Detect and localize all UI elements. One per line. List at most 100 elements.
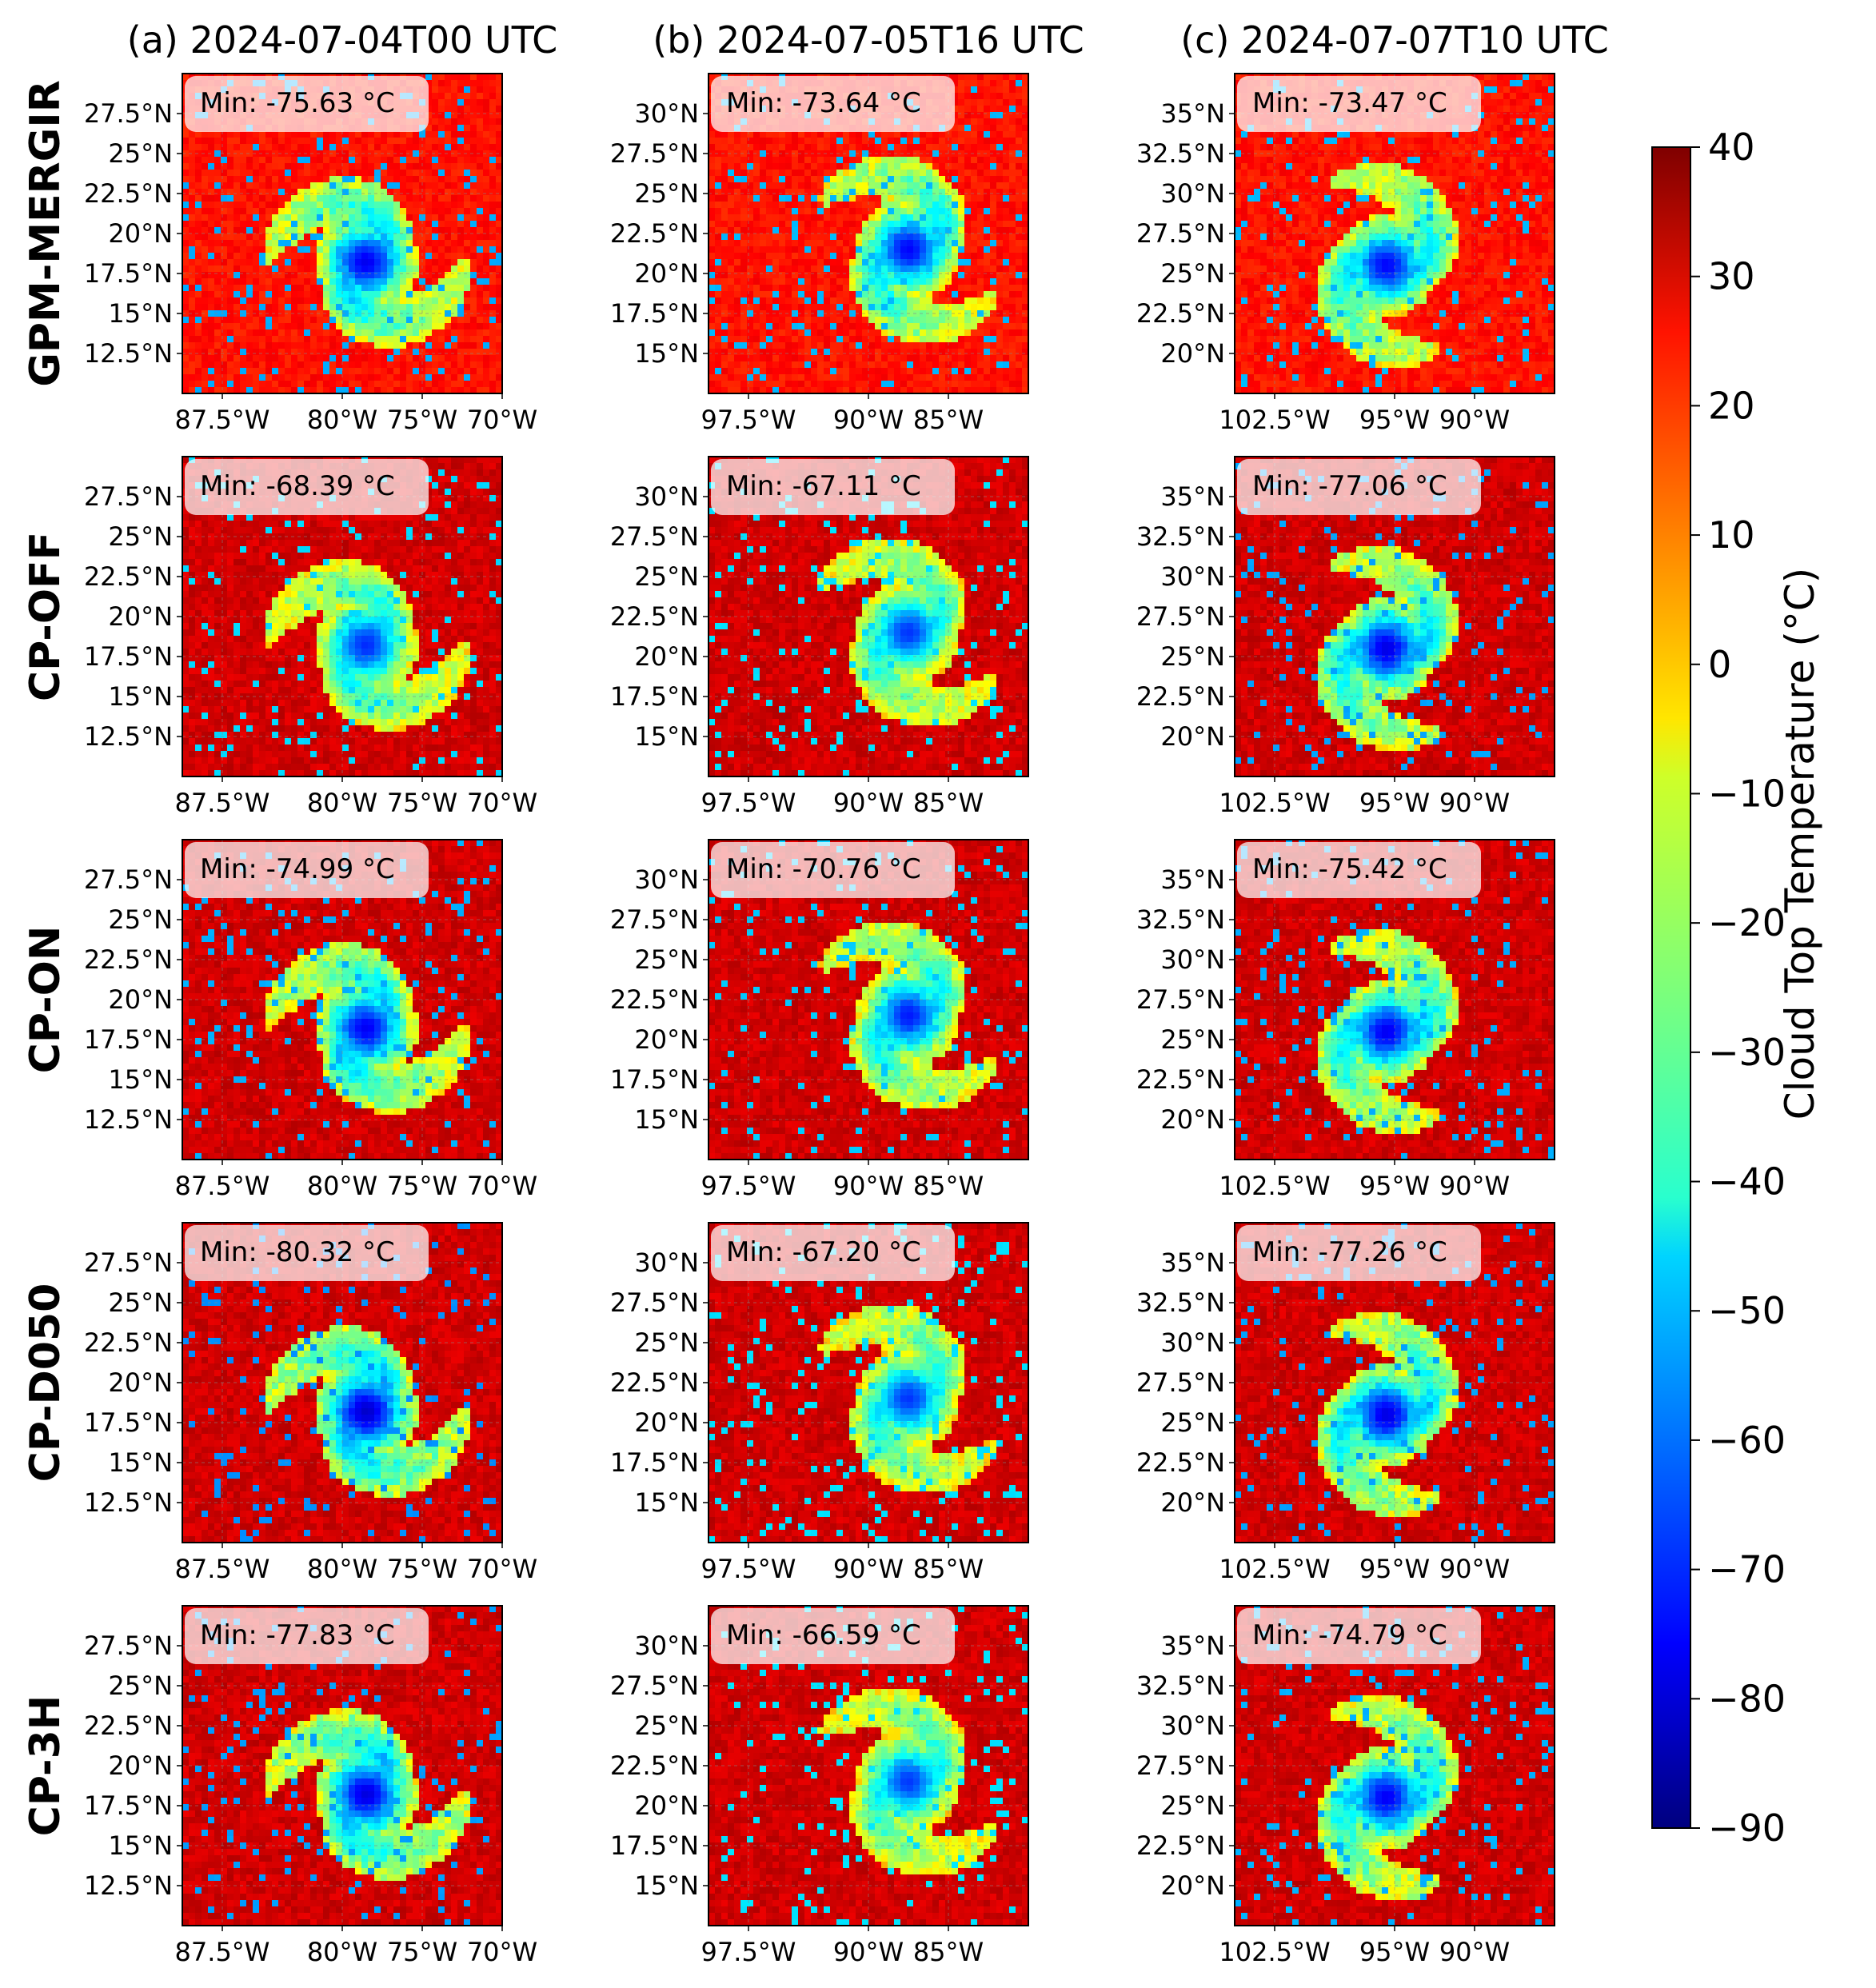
heatmap-cell: [715, 138, 722, 145]
heatmap-cell: [240, 240, 247, 247]
heatmap-cell: [419, 150, 426, 158]
heatmap-cell: [285, 297, 292, 305]
heatmap-cell: [1016, 86, 1023, 94]
heatmap-cell: [246, 189, 253, 196]
heatmap-cell: [349, 361, 356, 369]
heatmap-cell: [888, 304, 895, 311]
heatmap-cell: [413, 138, 420, 145]
heatmap-cell: [182, 323, 190, 330]
heatmap-cell: [984, 304, 991, 311]
heatmap-cell: [785, 163, 792, 170]
heatmap-cell: [483, 317, 490, 324]
heatmap-cell: [747, 336, 754, 343]
heatmap-cell: [214, 361, 222, 369]
heatmap-cell: [374, 297, 381, 305]
heatmap-cell: [310, 355, 317, 362]
heatmap-cell: [355, 310, 362, 317]
heatmap-cell: [907, 259, 914, 266]
heatmap-cell: [708, 317, 716, 324]
heatmap-cell: [708, 285, 716, 292]
heatmap-cell: [715, 297, 722, 305]
heatmap-cell: [715, 189, 722, 196]
heatmap-cell: [932, 240, 940, 247]
heatmap-cell: [272, 304, 279, 311]
heatmap-cell: [990, 278, 997, 285]
heatmap-cell: [425, 189, 433, 196]
heatmap-cell: [952, 93, 959, 100]
heatmap-cell: [824, 310, 831, 317]
heatmap-cell: [715, 150, 722, 158]
heatmap-cell: [907, 189, 914, 196]
heatmap-cell: [990, 323, 997, 330]
heatmap-cell: [804, 138, 812, 145]
heatmap-cell: [214, 227, 222, 234]
heatmap-cell: [381, 234, 388, 241]
heatmap-cell: [779, 195, 786, 202]
heatmap-cell: [202, 182, 209, 190]
heatmap-cell: [996, 297, 1004, 305]
heatmap-cell: [470, 381, 477, 388]
heatmap-cell: [214, 317, 222, 324]
heatmap-cell: [772, 150, 780, 158]
heatmap-cell: [721, 144, 728, 151]
heatmap-cell: [894, 304, 901, 311]
heatmap-cell: [1016, 208, 1023, 215]
heatmap-cell: [413, 189, 420, 196]
heatmap-cell: [227, 214, 234, 222]
heatmap-cell: [753, 221, 760, 228]
heatmap-cell: [1016, 291, 1023, 298]
heatmap-cell: [843, 297, 850, 305]
heatmap-cell: [971, 297, 978, 305]
heatmap-cell: [792, 361, 799, 369]
heatmap-cell: [406, 150, 413, 158]
heatmap-cell: [253, 387, 260, 393]
heatmap-cell: [971, 381, 978, 388]
heatmap-cell: [182, 234, 190, 241]
heatmap-cell: [964, 265, 972, 273]
heatmap-cell: [477, 342, 484, 349]
heatmap-cell: [1016, 323, 1023, 330]
heatmap-cell: [792, 323, 799, 330]
heatmap-cell: [240, 285, 247, 292]
heatmap-cell: [817, 144, 824, 151]
heatmap-cell: [779, 349, 786, 356]
heatmap-cell: [740, 265, 748, 273]
heatmap-cell: [336, 138, 343, 145]
heatmap-cell: [958, 297, 965, 305]
heatmap-cell: [792, 259, 799, 266]
heatmap-cell: [227, 285, 234, 292]
heatmap-cell: [984, 176, 991, 183]
heatmap-cell: [804, 317, 812, 324]
heatmap-cell: [451, 246, 458, 253]
heatmap-cell: [259, 323, 266, 330]
heatmap-cell: [451, 272, 458, 279]
heatmap-cell: [766, 157, 773, 164]
heatmap-cell: [907, 361, 914, 369]
heatmap-cell: [182, 74, 190, 81]
heatmap-cell: [202, 227, 209, 234]
heatmap-cell: [208, 336, 215, 343]
heatmap-cell: [272, 349, 279, 356]
heatmap-cell: [451, 157, 458, 164]
heatmap-cell: [760, 202, 767, 209]
heatmap-cell: [202, 349, 209, 356]
heatmap-cell: [772, 278, 780, 285]
heatmap-cell: [849, 374, 856, 381]
heatmap-cell: [926, 381, 933, 388]
heatmap-cell: [740, 208, 748, 215]
heatmap-cell: [317, 349, 324, 356]
heatmap-cell: [920, 234, 927, 241]
heatmap-cell: [259, 272, 266, 279]
heatmap-cell: [489, 208, 497, 215]
heatmap-cell: [457, 246, 465, 253]
heatmap-cell: [824, 329, 831, 337]
heatmap-cell: [355, 138, 362, 145]
heatmap-cell: [336, 234, 343, 241]
heatmap-cell: [728, 381, 735, 388]
heatmap-cell: [984, 214, 991, 222]
heatmap-cell: [747, 221, 754, 228]
heatmap-cell: [189, 336, 196, 343]
heatmap-cell: [708, 195, 716, 202]
heatmap-cell: [285, 131, 292, 138]
heatmap-cell: [291, 349, 298, 356]
